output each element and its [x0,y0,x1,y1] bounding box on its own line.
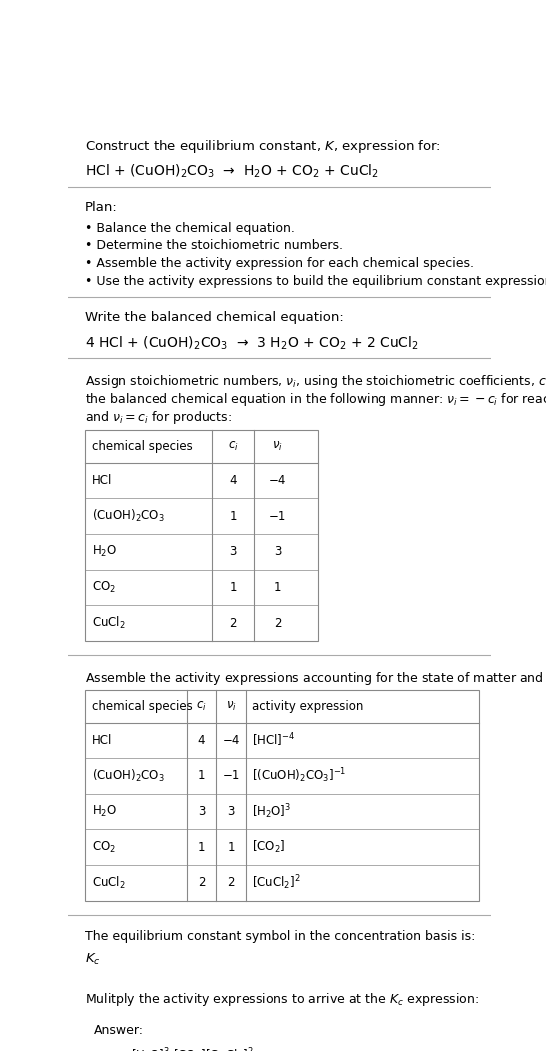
Text: • Determine the stoichiometric numbers.: • Determine the stoichiometric numbers. [85,240,343,252]
Text: CuCl$_2$: CuCl$_2$ [92,874,125,891]
Text: CuCl$_2$: CuCl$_2$ [92,615,125,631]
Text: [HCl]$^{-4}$: [HCl]$^{-4}$ [252,731,295,749]
Text: 2: 2 [198,877,205,889]
Text: H$_2$O: H$_2$O [92,544,117,559]
Text: HCl: HCl [92,734,112,747]
Text: CO$_2$: CO$_2$ [92,580,116,595]
FancyBboxPatch shape [83,1008,477,1051]
Text: The equilibrium constant symbol in the concentration basis is:: The equilibrium constant symbol in the c… [85,930,476,943]
Text: $\nu_i$: $\nu_i$ [225,700,236,713]
Text: 1: 1 [274,581,281,594]
Text: (CuOH)$_2$CO$_3$: (CuOH)$_2$CO$_3$ [92,768,164,784]
Text: • Use the activity expressions to build the equilibrium constant expression.: • Use the activity expressions to build … [85,275,546,288]
Text: [H$_2$O]$^3$ [CO$_2$][CuCl$_2$]$^2$: [H$_2$O]$^3$ [CO$_2$][CuCl$_2$]$^2$ [131,1046,254,1051]
Text: 1: 1 [198,841,205,853]
FancyBboxPatch shape [85,691,479,901]
Text: chemical species: chemical species [92,440,192,453]
Text: 3: 3 [198,805,205,818]
Text: (CuOH)$_2$CO$_3$: (CuOH)$_2$CO$_3$ [92,508,164,524]
Text: $\nu_i$: $\nu_i$ [272,440,283,453]
Text: activity expression: activity expression [252,700,364,713]
Text: −4: −4 [269,474,287,487]
Text: 2: 2 [229,617,237,630]
Text: −1: −1 [269,510,287,522]
Text: [(CuOH)$_2$CO$_3$]$^{-1}$: [(CuOH)$_2$CO$_3$]$^{-1}$ [252,766,347,785]
Text: [CuCl$_2$]$^2$: [CuCl$_2$]$^2$ [252,873,301,892]
Text: HCl: HCl [92,474,112,487]
Text: Construct the equilibrium constant, $K$, expression for:: Construct the equilibrium constant, $K$,… [85,139,441,156]
Text: Write the balanced chemical equation:: Write the balanced chemical equation: [85,311,344,325]
Text: 3: 3 [274,545,281,558]
Text: −1: −1 [222,769,240,782]
Text: [H$_2$O]$^3$: [H$_2$O]$^3$ [252,802,292,821]
Text: −4: −4 [222,734,240,747]
Text: • Balance the chemical equation.: • Balance the chemical equation. [85,222,295,234]
Text: 3: 3 [229,545,237,558]
Text: H$_2$O: H$_2$O [92,804,117,819]
Text: 3: 3 [228,805,235,818]
Text: 4: 4 [198,734,205,747]
Text: and $\nu_i = c_i$ for products:: and $\nu_i = c_i$ for products: [85,409,232,426]
Text: the balanced chemical equation in the following manner: $\nu_i = -c_i$ for react: the balanced chemical equation in the fo… [85,391,546,408]
Text: 1: 1 [228,841,235,853]
Text: $c_i$: $c_i$ [228,440,239,453]
Text: 2: 2 [228,877,235,889]
Text: 4: 4 [229,474,237,487]
Text: 4 HCl + (CuOH)$_2$CO$_3$  →  3 H$_2$O + CO$_2$ + 2 CuCl$_2$: 4 HCl + (CuOH)$_2$CO$_3$ → 3 H$_2$O + CO… [85,334,419,351]
FancyBboxPatch shape [85,431,318,641]
Text: $c_i$: $c_i$ [196,700,207,713]
Text: • Assemble the activity expression for each chemical species.: • Assemble the activity expression for e… [85,257,474,270]
Text: Answer:: Answer: [94,1024,144,1036]
Text: chemical species: chemical species [92,700,192,713]
Text: Assemble the activity expressions accounting for the state of matter and $\nu_i$: Assemble the activity expressions accoun… [85,669,546,687]
Text: 1: 1 [229,510,237,522]
Text: HCl + (CuOH)$_2$CO$_3$  →  H$_2$O + CO$_2$ + CuCl$_2$: HCl + (CuOH)$_2$CO$_3$ → H$_2$O + CO$_2$… [85,163,379,180]
Text: [CO$_2$]: [CO$_2$] [252,839,286,856]
Text: Mulitply the activity expressions to arrive at the $K_c$ expression:: Mulitply the activity expressions to arr… [85,991,479,1008]
Text: $K_c$: $K_c$ [85,952,101,968]
Text: 1: 1 [198,769,205,782]
Text: 1: 1 [229,581,237,594]
Text: Assign stoichiometric numbers, $\nu_i$, using the stoichiometric coefficients, $: Assign stoichiometric numbers, $\nu_i$, … [85,373,546,390]
Text: Plan:: Plan: [85,202,118,214]
Text: CO$_2$: CO$_2$ [92,840,116,854]
Text: 2: 2 [274,617,281,630]
